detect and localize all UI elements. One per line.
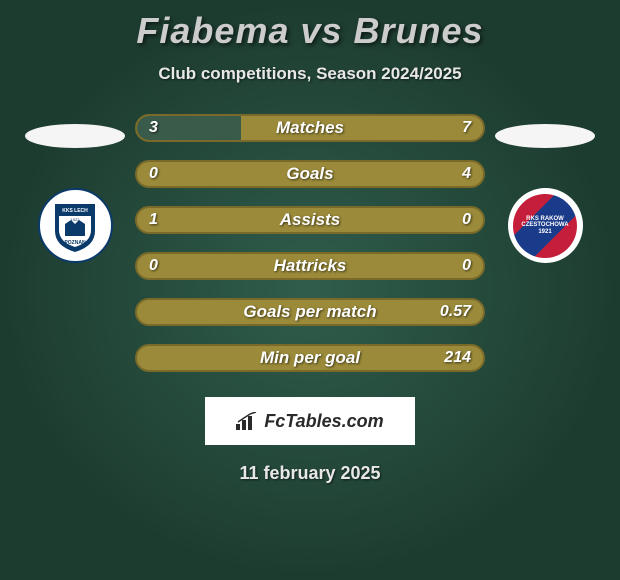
stats-column: 3Matches70Goals41Assists00Hattricks0Goal… [135, 114, 485, 372]
stat-bar-goals-per-match: Goals per match0.57 [135, 298, 485, 326]
stat-label: Goals [137, 164, 483, 184]
stat-label: Min per goal [137, 348, 483, 368]
badge-left: KKS LECH POZNAN 1922 [38, 188, 113, 263]
brand-text: FcTables.com [264, 411, 383, 432]
stat-value-right: 0 [462, 211, 471, 229]
svg-text:POZNAN: POZNAN [64, 240, 86, 246]
player-right-placeholder [495, 124, 595, 148]
main-area: KKS LECH POZNAN 1922 3Matches70Goals41As… [0, 114, 620, 372]
player-left-placeholder [25, 124, 125, 148]
date-text: 11 february 2025 [0, 463, 620, 484]
rakow-crest-icon: RKS RAKOWCZESTOCHOWA1921 [513, 194, 577, 258]
stat-label: Goals per match [137, 302, 483, 322]
stat-bar-hattricks: 0Hattricks0 [135, 252, 485, 280]
stat-label: Hattricks [137, 256, 483, 276]
stat-value-right: 0.57 [440, 303, 471, 321]
stat-bar-goals: 0Goals4 [135, 160, 485, 188]
brand-box: FcTables.com [205, 397, 415, 445]
stat-value-right: 7 [462, 119, 471, 137]
stat-value-right: 4 [462, 165, 471, 183]
page-title: Fiabema vs Brunes [0, 10, 620, 52]
stat-value-right: 214 [444, 349, 471, 367]
svg-text:KKS LECH: KKS LECH [62, 208, 88, 214]
subtitle: Club competitions, Season 2024/2025 [0, 64, 620, 84]
fctables-logo-icon [236, 412, 258, 430]
stat-bar-matches: 3Matches7 [135, 114, 485, 142]
stat-bar-min-per-goal: Min per goal214 [135, 344, 485, 372]
svg-text:1922: 1922 [71, 217, 81, 222]
lech-poznan-crest-icon: KKS LECH POZNAN 1922 [45, 196, 105, 256]
stat-value-right: 0 [462, 257, 471, 275]
stat-label: Assists [137, 210, 483, 230]
player-left-column: KKS LECH POZNAN 1922 [15, 114, 135, 263]
comparison-infographic: Fiabema vs Brunes Club competitions, Sea… [0, 0, 620, 580]
stat-bar-assists: 1Assists0 [135, 206, 485, 234]
stat-label: Matches [137, 118, 483, 138]
player-right-column: RKS RAKOWCZESTOCHOWA1921 [485, 114, 605, 263]
badge-right: RKS RAKOWCZESTOCHOWA1921 [508, 188, 583, 263]
